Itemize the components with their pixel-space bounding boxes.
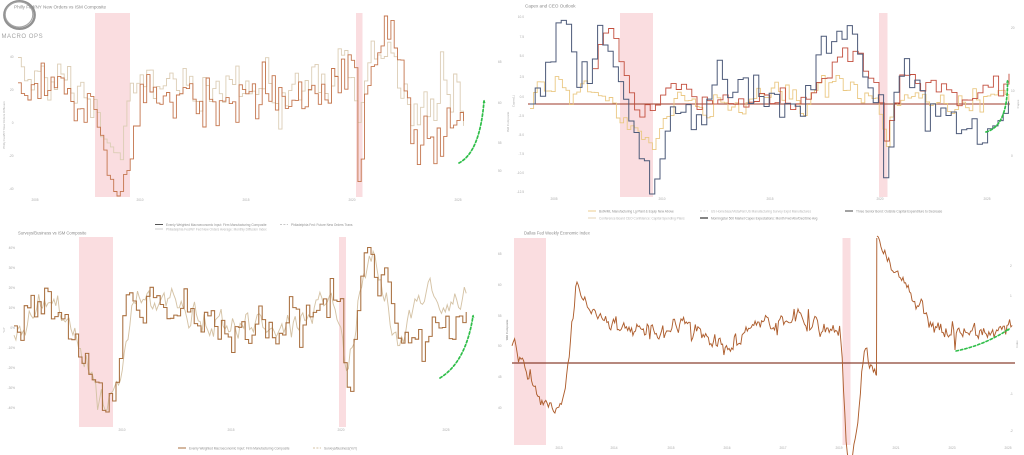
svg-text:0%: 0% xyxy=(10,326,15,330)
svg-text:2: 2 xyxy=(1010,264,1012,268)
svg-text:2025: 2025 xyxy=(983,197,990,201)
svg-text:20%: 20% xyxy=(9,286,16,290)
svg-text:MACRO OPS: MACRO OPS xyxy=(2,34,44,40)
svg-text:2023: 2023 xyxy=(948,446,955,450)
svg-text:55: 55 xyxy=(498,141,502,145)
svg-text:0: 0 xyxy=(1011,154,1013,158)
svg-text:BofA/ML Manufacturing Lg Plant: BofA/ML Manufacturing Lg Plant & Equip N… xyxy=(599,210,674,214)
svg-text:2010: 2010 xyxy=(658,197,665,201)
svg-text:2015: 2015 xyxy=(227,428,234,432)
svg-text:Dallas Fed Weekly Economic Ind: Dallas Fed Weekly Economic Index xyxy=(524,231,591,236)
svg-text:7.5: 7.5 xyxy=(520,35,525,39)
svg-text:US Homebase/Vista/Net US Manuf: US Homebase/Vista/Net US Manufacturing S… xyxy=(711,210,811,214)
svg-text:2020: 2020 xyxy=(337,428,344,432)
svg-text:2.5: 2.5 xyxy=(520,75,525,79)
svg-text:10%: 10% xyxy=(9,306,16,310)
svg-text:-10%: -10% xyxy=(8,346,16,350)
svg-text:2015: 2015 xyxy=(766,197,773,201)
svg-text:55: 55 xyxy=(498,314,502,318)
svg-text:40: 40 xyxy=(10,55,14,59)
svg-text:Philly Fed/NY New Orders Diffu: Philly Fed/NY New Orders Diffusion xyxy=(2,101,6,149)
svg-text:Surveys/Business vs ISM Compos: Surveys/Business vs ISM Composite xyxy=(18,231,87,236)
svg-text:10: 10 xyxy=(1011,89,1015,93)
svg-text:-40%: -40% xyxy=(8,406,16,410)
svg-text:65: 65 xyxy=(498,60,502,64)
svg-text:2020: 2020 xyxy=(348,198,355,202)
svg-text:-30%: -30% xyxy=(8,386,16,390)
svg-text:-40: -40 xyxy=(9,187,14,191)
svg-text:Capex: Capex xyxy=(1016,99,1020,108)
svg-text:2005: 2005 xyxy=(550,197,557,201)
svg-text:40: 40 xyxy=(498,406,502,410)
svg-text:2014: 2014 xyxy=(610,446,617,450)
svg-text:60: 60 xyxy=(498,101,502,105)
svg-text:2005: 2005 xyxy=(31,198,38,202)
svg-text:-10.0: -10.0 xyxy=(517,171,524,175)
svg-text:Philadelphia Fed/NY Fed New Or: Philadelphia Fed/NY Fed New Orders Avera… xyxy=(166,228,267,232)
svg-text:Conference Board CEO Confidenc: Conference Board CEO Confidence: Capital… xyxy=(599,217,685,221)
svg-text:2013: 2013 xyxy=(555,446,562,450)
svg-text:-20: -20 xyxy=(9,154,14,158)
svg-text:65: 65 xyxy=(498,252,502,256)
svg-text:Surveys/Business(YoY): Surveys/Business(YoY) xyxy=(324,447,357,451)
svg-text:2025: 2025 xyxy=(442,428,449,432)
svg-text:0: 0 xyxy=(12,121,14,125)
svg-text:2010: 2010 xyxy=(118,428,125,432)
svg-text:30%: 30% xyxy=(9,266,16,270)
svg-text:2019: 2019 xyxy=(835,446,842,450)
svg-text:-1: -1 xyxy=(1010,392,1013,396)
svg-text:2020: 2020 xyxy=(876,197,883,201)
svg-text:-20%: -20% xyxy=(8,366,16,370)
svg-text:20: 20 xyxy=(10,88,14,92)
svg-text:-7.5: -7.5 xyxy=(519,152,525,156)
svg-text:2015: 2015 xyxy=(242,198,249,202)
svg-text:50: 50 xyxy=(498,344,502,348)
svg-text:Evenly Weighted Macroeconomic: Evenly Weighted Macroeconomic Input: Fir… xyxy=(189,447,290,451)
svg-text:5.0: 5.0 xyxy=(520,54,525,58)
svg-text:60: 60 xyxy=(498,283,502,287)
svg-text:10.0: 10.0 xyxy=(518,15,524,19)
svg-text:2016: 2016 xyxy=(723,446,730,450)
svg-text:Philly Fed/NY New Orders vs IS: Philly Fed/NY New Orders vs ISM Composit… xyxy=(14,5,107,10)
svg-text:20: 20 xyxy=(1011,26,1015,30)
svg-text:Evenly Weighted Macroeconomic: Evenly Weighted Macroeconomic Input: Fir… xyxy=(166,223,267,227)
svg-text:Index: Index xyxy=(1015,340,1019,348)
svg-text:2025: 2025 xyxy=(1004,446,1011,450)
svg-text:-2: -2 xyxy=(1010,429,1013,433)
svg-text:2025: 2025 xyxy=(454,198,461,202)
svg-text:WEI Composite: WEI Composite xyxy=(505,319,509,340)
svg-text:Philadelphia Fed: Future New O: Philadelphia Fed: Future New Orders Tran… xyxy=(291,223,353,227)
svg-text:40%: 40% xyxy=(9,246,16,250)
svg-text:-12.5: -12.5 xyxy=(517,190,524,194)
svg-text:Three Senior Bond: Outside Cap: Three Senior Bond: Outside Capital Expen… xyxy=(856,210,943,214)
svg-text:2021: 2021 xyxy=(892,446,899,450)
svg-text:-2.5: -2.5 xyxy=(519,114,525,118)
svg-text:0.0: 0.0 xyxy=(520,95,525,99)
svg-text:Capex and CEO Outlook: Capex and CEO Outlook xyxy=(525,4,576,9)
svg-text:2010: 2010 xyxy=(136,198,143,202)
svg-text:ISM Composite: ISM Composite xyxy=(506,111,510,132)
svg-text:2017: 2017 xyxy=(779,446,786,450)
svg-text:Capex(L): Capex(L) xyxy=(512,95,516,107)
svg-text:50: 50 xyxy=(498,169,502,173)
svg-text:-5.0: -5.0 xyxy=(519,133,525,137)
svg-text:1: 1 xyxy=(1010,294,1012,298)
svg-text:YoY: YoY xyxy=(2,327,6,332)
svg-text:ISM Composite: ISM Composite xyxy=(505,319,509,340)
svg-text:2015: 2015 xyxy=(667,446,674,450)
svg-text:45: 45 xyxy=(498,375,502,379)
svg-text:Morningstar 500 Market Capex E: Morningstar 500 Market Capex Expectation… xyxy=(711,217,818,221)
